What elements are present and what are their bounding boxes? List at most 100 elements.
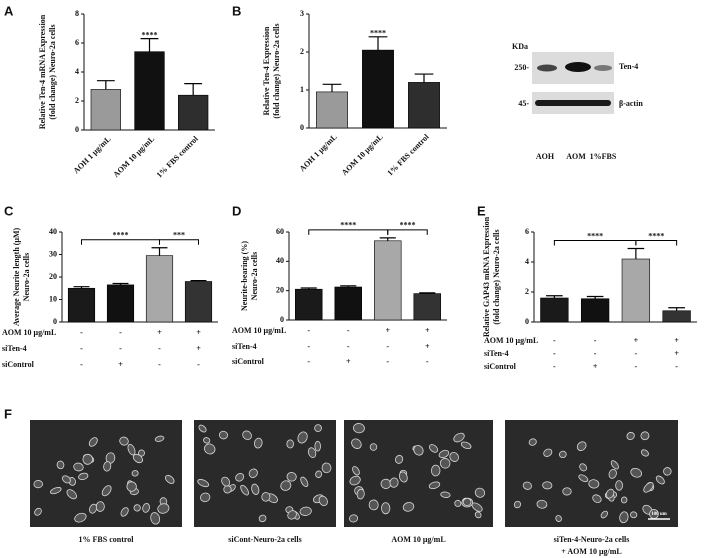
condition-mark: - [158,360,161,369]
significance-label: **** [587,231,603,240]
cell [287,510,297,520]
western-blot: KDa 250- 45- Ten-4 β-actin AOH AOM 1%FBS [512,42,643,161]
y-tick-label: 0 [75,125,79,134]
blot-band [537,64,557,72]
condition-mark: + [674,349,679,358]
cell [528,438,537,446]
micrograph-caption: 1% FBS control [79,535,135,544]
cell [474,487,486,498]
blot-marker: 250- [514,63,529,72]
y-tick-label: 8 [75,9,79,18]
micrograph [505,420,678,527]
cell [61,475,71,484]
condition-label: siControl [484,362,517,371]
cell [576,441,587,451]
cell [630,467,643,478]
cell [78,472,89,481]
blot-unit: KDa [512,42,528,51]
micrograph-caption: + AOM 10 μg/mL [561,547,621,556]
cell [430,464,441,477]
cell [640,449,649,457]
cell [103,461,112,472]
significance-label: **** [400,221,416,230]
cell [131,470,139,477]
significance-bracket [387,229,428,235]
cell [203,443,216,455]
condition-mark: - [307,357,310,366]
cell [33,480,43,489]
cell [395,454,404,464]
cell [353,423,365,434]
condition-mark: - [158,344,161,353]
x-tick-label: AOM 10 μg/mL [340,132,385,177]
cell [440,491,451,498]
bar [67,287,96,323]
condition-mark: + [118,360,123,369]
y-axis-label: (fold change) Neuro-2a cells [492,229,501,324]
cell [608,468,617,479]
y-axis-label: Relative GAP43 mRNA Expression [482,216,491,337]
condition-mark: - [635,362,638,371]
error-bar [546,295,563,298]
cell [297,431,308,444]
cell [314,424,322,433]
cell [73,462,84,472]
cell [578,474,589,483]
blot-band-label: β-actin [619,99,643,108]
cell [300,476,309,487]
y-tick-label: 40 [276,256,284,265]
cell [157,503,170,514]
condition-mark: - [307,326,310,335]
condition-label: siTen-4 [484,349,509,358]
bar [621,258,651,323]
cell [542,481,553,490]
cell [88,437,98,447]
cell [314,440,321,452]
y-tick-label: 3 [300,9,304,18]
cell [559,450,567,459]
cell [307,447,317,458]
significance-label: **** [648,231,664,240]
y-tick-label: 0 [525,317,529,326]
cell [398,471,408,483]
blot-lane-label: AOH [536,152,555,161]
significance-label: **** [340,221,356,230]
cell [449,451,459,462]
significance-bracket [553,240,637,246]
cell [150,512,161,525]
cell [74,512,87,523]
cell [154,435,165,442]
y-tick-label: 2 [300,47,304,56]
panel-letter: B [232,3,241,18]
cell [356,488,365,500]
cell [95,501,105,512]
cell [254,437,263,449]
y-axis-label: Neuro-2a cells [22,253,31,302]
error-bar [627,247,645,259]
cell [203,437,211,444]
condition-mark: - [675,362,678,371]
y-axis-label: Relative Ten-4 Expression [262,26,271,115]
scale-bar-label: 100 um [651,512,668,517]
cell [663,467,672,476]
y-tick-label: 2 [75,96,79,105]
significance-label: **** [370,29,386,38]
significance-label: *** [173,231,185,240]
bar [134,51,165,131]
y-tick-label: 0 [280,315,284,324]
cell [218,430,228,440]
cell [429,444,439,453]
blot-band [565,62,591,72]
y-tick-label: 30 [49,249,57,258]
condition-label: siControl [2,360,35,369]
condition-mark: + [634,336,639,345]
bar [662,310,691,323]
condition-mark: + [196,328,201,337]
cell [235,473,245,482]
cell [89,503,98,514]
condition-mark: - [553,362,556,371]
cell [349,475,361,486]
error-bar [300,287,317,290]
y-tick-label: 1 [300,85,304,94]
condition-mark: + [674,336,679,345]
